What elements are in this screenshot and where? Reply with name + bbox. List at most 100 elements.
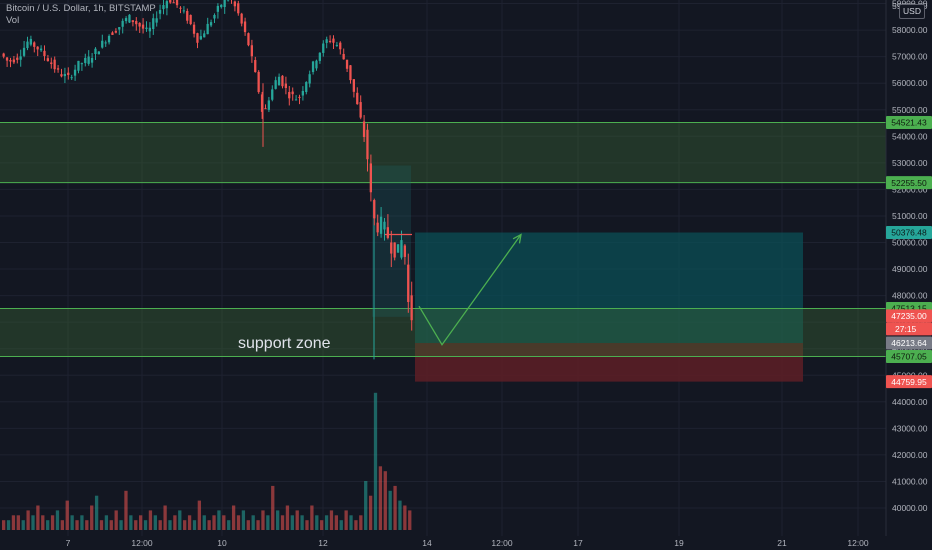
candle-body [359, 102, 362, 118]
candle-body [162, 5, 165, 10]
candle-body [175, 0, 179, 6]
candle-body [77, 60, 80, 71]
candle-body [114, 31, 117, 33]
candle-body [403, 245, 406, 257]
candle-body [257, 71, 260, 93]
volume-bar [378, 466, 383, 530]
candle-body [407, 264, 410, 303]
current-price-label-bg [886, 309, 932, 323]
time-tick-label: 12 [318, 538, 328, 548]
volume-bar [368, 495, 373, 530]
support-zone-annotation: support zone [238, 335, 331, 352]
volume-indicator-label[interactable]: Vol [6, 15, 20, 26]
candle-body [46, 58, 49, 62]
candle-body [33, 42, 36, 47]
volume-bar [168, 520, 172, 530]
volume-bar [383, 471, 387, 530]
candle-body [196, 33, 199, 43]
price-tick-label: 48000.00 [892, 291, 928, 301]
volume-bar [236, 515, 241, 530]
candle-body [121, 20, 124, 27]
volume-bar [290, 515, 294, 530]
candle-body [43, 50, 46, 57]
volume-bar [217, 510, 221, 530]
volume-bar [251, 515, 255, 530]
zones-layer [0, 121, 886, 382]
candle-body [400, 240, 403, 258]
volume-bar [80, 515, 84, 530]
candle-body [301, 90, 304, 96]
candle-body [243, 21, 247, 33]
price-tick-label: 42000.00 [892, 450, 928, 460]
currency-badge[interactable]: USD [899, 4, 925, 19]
support-top-label: 47513.15 [891, 304, 927, 314]
candle-body [94, 48, 97, 54]
volume-bar [212, 515, 216, 530]
projection-arrowhead [512, 233, 522, 244]
volume-bar [90, 505, 94, 530]
price-tick-label: 49000.00 [892, 264, 928, 274]
price-tick-label: 56000.00 [892, 78, 928, 88]
candle-body [101, 40, 104, 48]
volume-bar [408, 510, 412, 530]
price-level-labels: 54521.43 52255.50 50376.48 47513.1547235.00… [886, 115, 932, 389]
volume-bar [305, 520, 309, 530]
volume-bar [119, 520, 123, 530]
volume-bar [94, 495, 99, 530]
candle-body [396, 244, 400, 253]
candle-body [274, 80, 277, 89]
price-axis-panel[interactable] [886, 0, 932, 536]
volume-bar [2, 520, 6, 530]
candle-body [376, 222, 379, 233]
candle-body [111, 32, 114, 35]
price-tick-label: 51000.00 [892, 211, 928, 221]
candle-body [131, 20, 134, 23]
target-price-label: 50376.48 [891, 228, 927, 238]
volume-bar [139, 515, 143, 530]
candle-body [22, 47, 26, 56]
candle-body [325, 39, 328, 43]
annotations-layer: support zone [238, 233, 522, 352]
candle-body [356, 92, 359, 105]
candle-body [260, 94, 264, 112]
volume-bar [143, 520, 148, 530]
volume-bar [183, 520, 187, 530]
volume-bar [21, 520, 25, 530]
volume-bar [324, 515, 329, 530]
volume-bar [364, 481, 368, 530]
volume-bar [388, 490, 392, 530]
candle-body [284, 83, 287, 89]
candle-body [345, 59, 349, 69]
candle-body [12, 59, 15, 63]
volume-bar [276, 510, 280, 530]
volume-bar [163, 505, 167, 530]
candle-body [2, 53, 5, 57]
target-price-label-bg [886, 226, 932, 240]
price-tick-label: 53000.00 [892, 158, 928, 168]
resistance-zone [0, 122, 886, 183]
candle-body [165, 1, 168, 9]
symbol-title[interactable]: Bitcoin / U.S. Dollar, 1h, BITSTAMP [6, 3, 156, 14]
volume-bar [31, 515, 35, 530]
candle-body [104, 42, 107, 44]
candle-body [288, 92, 291, 99]
price-tick-label: 50000.00 [892, 238, 928, 248]
candle-body [29, 38, 32, 45]
candle-body [223, 0, 226, 7]
candle-body [339, 42, 342, 50]
volume-bar [129, 515, 133, 530]
volume-bar [349, 515, 353, 530]
candle-body [322, 43, 325, 53]
candle-body [138, 22, 141, 27]
volume-bar [310, 505, 314, 530]
support-zone [0, 308, 886, 357]
candle-body [383, 221, 386, 230]
volume-bar [285, 505, 290, 530]
candle-body [84, 57, 87, 64]
time-tick-label: 14 [422, 538, 432, 548]
time-axis-panel[interactable] [0, 536, 886, 550]
volume-bar [398, 500, 402, 530]
candle-body [264, 108, 267, 110]
